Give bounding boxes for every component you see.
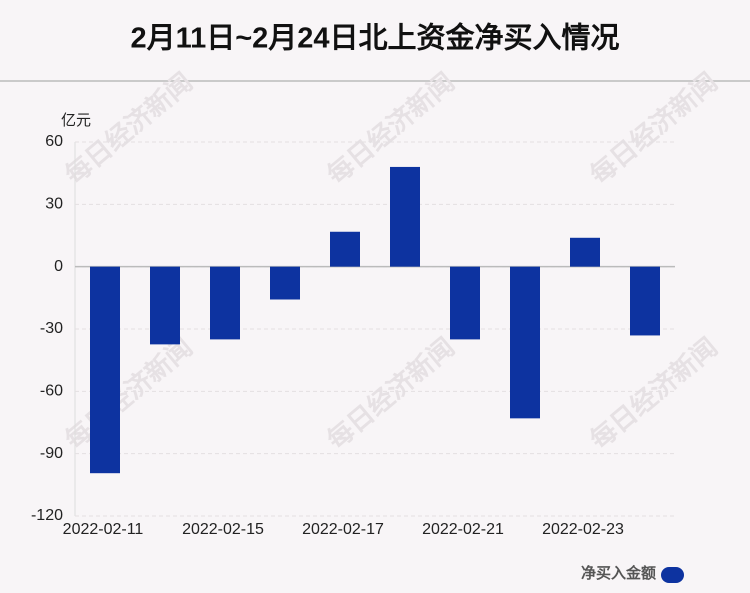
y-tick-label: 30 (45, 196, 63, 213)
y-tick-label: 60 (45, 133, 63, 150)
y-axis-unit: 亿元 (61, 112, 91, 129)
y-tick-label: -60 (40, 383, 63, 400)
bar (150, 266, 180, 345)
bar (630, 266, 660, 336)
y-tick-label: -120 (31, 507, 63, 524)
x-tick-label: 2022-02-11 (63, 521, 144, 538)
y-tick-label: -90 (40, 445, 63, 462)
bar (510, 266, 540, 419)
x-tick-label: 2022-02-15 (182, 521, 264, 538)
bar (450, 266, 480, 340)
bar (330, 231, 360, 267)
legend-label: 净买入金额 (581, 564, 656, 582)
bar (270, 266, 300, 300)
y-tick-label: -30 (40, 320, 63, 337)
x-tick-label: 2022-02-17 (302, 521, 384, 538)
y-tick-label: 0 (54, 258, 63, 275)
x-tick-label: 2022-02-23 (542, 521, 624, 538)
bar (210, 266, 240, 340)
bar (90, 266, 120, 474)
x-tick-label: 2022-02-21 (422, 521, 504, 538)
chart-title: 2月11日~2月24日北上资金净买入情况 (130, 21, 619, 55)
legend-swatch (661, 567, 684, 583)
bar (570, 237, 600, 267)
bar (390, 166, 420, 267)
